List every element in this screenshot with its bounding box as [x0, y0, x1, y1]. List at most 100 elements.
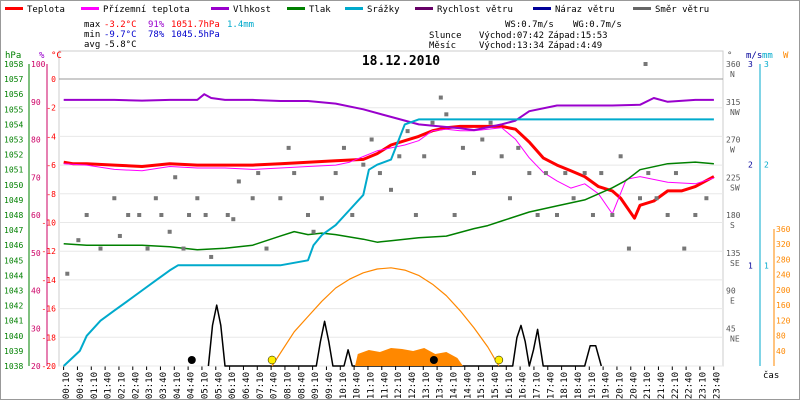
- temp-tick-label: 0: [51, 75, 56, 84]
- wind-direction-point: [65, 271, 70, 276]
- wind-direction-point: [153, 196, 158, 201]
- x-tick-label: 18:40: [574, 372, 584, 399]
- wind-direction-point: [405, 129, 410, 134]
- hpa-tick-label: 1049: [4, 196, 23, 205]
- x-tick-label: 00:10: [62, 372, 72, 399]
- legend-swatch: [345, 7, 363, 10]
- x-tick-label: 10:40: [353, 372, 363, 399]
- x-tick-label: 22:40: [685, 372, 695, 399]
- dir-compass-label: SE: [730, 259, 740, 268]
- x-tick-label: 17:40: [546, 372, 556, 399]
- x-tick-label: 23:10: [698, 372, 708, 399]
- wind-direction-point: [137, 213, 142, 217]
- hpa-tick-label: 1051: [4, 166, 23, 175]
- x-tick-label: 09:10: [311, 372, 321, 399]
- moonset-marker: [187, 356, 196, 364]
- stat-max-press: 1051.7hPa: [171, 20, 220, 30]
- wind-direction-point: [225, 213, 230, 217]
- wind-direction-point: [499, 154, 504, 159]
- dir-axis-title: °: [727, 51, 732, 61]
- wind-direction-point: [195, 196, 200, 201]
- pct-tick-label: 70: [31, 173, 41, 182]
- series-line-přízemní-teplota: [63, 127, 715, 215]
- hpa-tick-label: 1045: [4, 256, 23, 265]
- legend-label: Náraz větru: [555, 5, 615, 15]
- dir-compass-label: E: [730, 297, 735, 306]
- wind-direction-point: [76, 238, 81, 243]
- wind-direction-point: [173, 175, 178, 180]
- wind-direction-point: [673, 171, 678, 176]
- wind-direction-point: [145, 246, 150, 251]
- stat-min-hum: 78%: [148, 30, 165, 40]
- wind-direction-point: [231, 217, 236, 222]
- x-tick-label: 08:40: [297, 372, 307, 399]
- x-tick-label: 21:40: [657, 372, 667, 399]
- temp-tick-label: -10: [42, 219, 57, 228]
- dir-tick-label: 315: [726, 98, 741, 107]
- stat-max-hum: 91%: [148, 20, 165, 30]
- legend-swatch: [5, 7, 23, 10]
- dir-tick-label: 270: [726, 136, 741, 145]
- legend-swatch: [211, 7, 229, 10]
- x-tick-label: 20:10: [615, 372, 625, 399]
- wind-direction-point: [646, 171, 651, 176]
- hpa-tick-label: 1041: [4, 317, 23, 326]
- x-tick-label: 13:10: [422, 372, 432, 399]
- wind-direction-point: [311, 229, 316, 234]
- series-line-rychlost-větru: [207, 304, 603, 367]
- ms-axis-title: m/s: [746, 51, 762, 61]
- x-tick-label: 21:10: [643, 372, 653, 399]
- x-tick-label: 22:10: [671, 372, 681, 399]
- pct-tick-label: 20: [31, 362, 41, 371]
- x-tick-label: 04:10: [173, 372, 183, 399]
- wind-direction-point: [278, 196, 283, 201]
- wind-direction-point: [488, 120, 493, 125]
- wind-direction-point: [452, 213, 457, 217]
- w-tick-label: 200: [776, 286, 791, 295]
- temp-tick-label: -20: [42, 362, 57, 371]
- wind-direction-point: [350, 213, 355, 217]
- temp-tick-label: -18: [42, 333, 57, 342]
- pct-tick-label: 90: [31, 98, 41, 107]
- x-tick-label: 09:40: [325, 372, 335, 399]
- wind-direction-point: [535, 213, 540, 217]
- moonrise-marker: [429, 356, 438, 364]
- stat-max-label: max: [84, 20, 101, 30]
- wind-direction-point: [618, 154, 623, 159]
- moon-label: Měsíc: [429, 41, 456, 51]
- x-tick-label: 03:40: [159, 372, 169, 399]
- dir-compass-label: NW: [730, 108, 740, 117]
- wind-direction-point: [590, 213, 595, 217]
- wind-direction-point: [250, 196, 255, 201]
- x-tick-label: 06:40: [242, 372, 252, 399]
- mm-tick-label: 3: [764, 60, 769, 69]
- wind-direction-point: [84, 213, 89, 217]
- hpa-tick-label: 1056: [4, 90, 23, 99]
- temp-tick-label: -4: [46, 132, 56, 141]
- dir-compass-label: SW: [730, 183, 740, 192]
- wind-direction-point: [341, 145, 346, 150]
- temp-tick-label: -8: [46, 190, 56, 199]
- wind-direction-point: [319, 196, 324, 201]
- wind-direction-point: [516, 145, 521, 150]
- wind-direction-point: [167, 229, 172, 234]
- pct-tick-label: 80: [31, 136, 41, 145]
- legend-swatch: [81, 7, 99, 10]
- stat-min-temp: -9.7°C: [104, 30, 137, 40]
- hpa-tick-label: 1055: [4, 105, 23, 114]
- x-tick-label: 02:10: [117, 372, 127, 399]
- legend-swatch: [633, 7, 651, 10]
- wind-direction-point: [704, 196, 709, 201]
- dir-tick-label: 90: [726, 287, 736, 296]
- pct-tick-label: 30: [31, 324, 41, 333]
- w-tick-label: 360: [776, 225, 791, 234]
- wind-direction-point: [582, 171, 587, 176]
- x-tick-label: 07:10: [256, 372, 266, 399]
- wind-direction-point: [626, 246, 631, 251]
- chart-title: 18.12.2010: [362, 54, 440, 69]
- hpa-tick-label: 1044: [4, 271, 23, 280]
- mm-tick-label: 1: [764, 261, 769, 270]
- series-line-vlhkost: [63, 93, 714, 132]
- hpa-tick-label: 1040: [4, 332, 23, 341]
- sun-label: Slunce: [429, 31, 462, 41]
